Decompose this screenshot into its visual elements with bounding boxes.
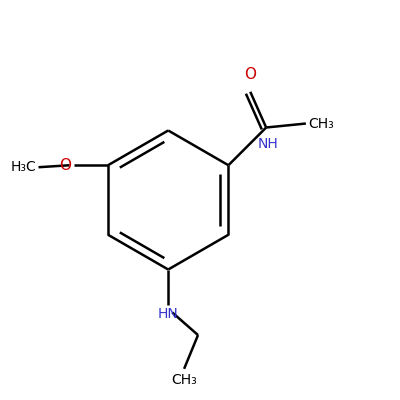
Text: O: O [59, 158, 71, 173]
Text: CH₃: CH₃ [308, 116, 334, 130]
Text: HN: HN [158, 307, 178, 321]
Text: O: O [244, 67, 256, 82]
Text: H₃C: H₃C [11, 160, 36, 174]
Text: NH: NH [257, 137, 278, 151]
Text: CH₃: CH₃ [171, 373, 197, 387]
